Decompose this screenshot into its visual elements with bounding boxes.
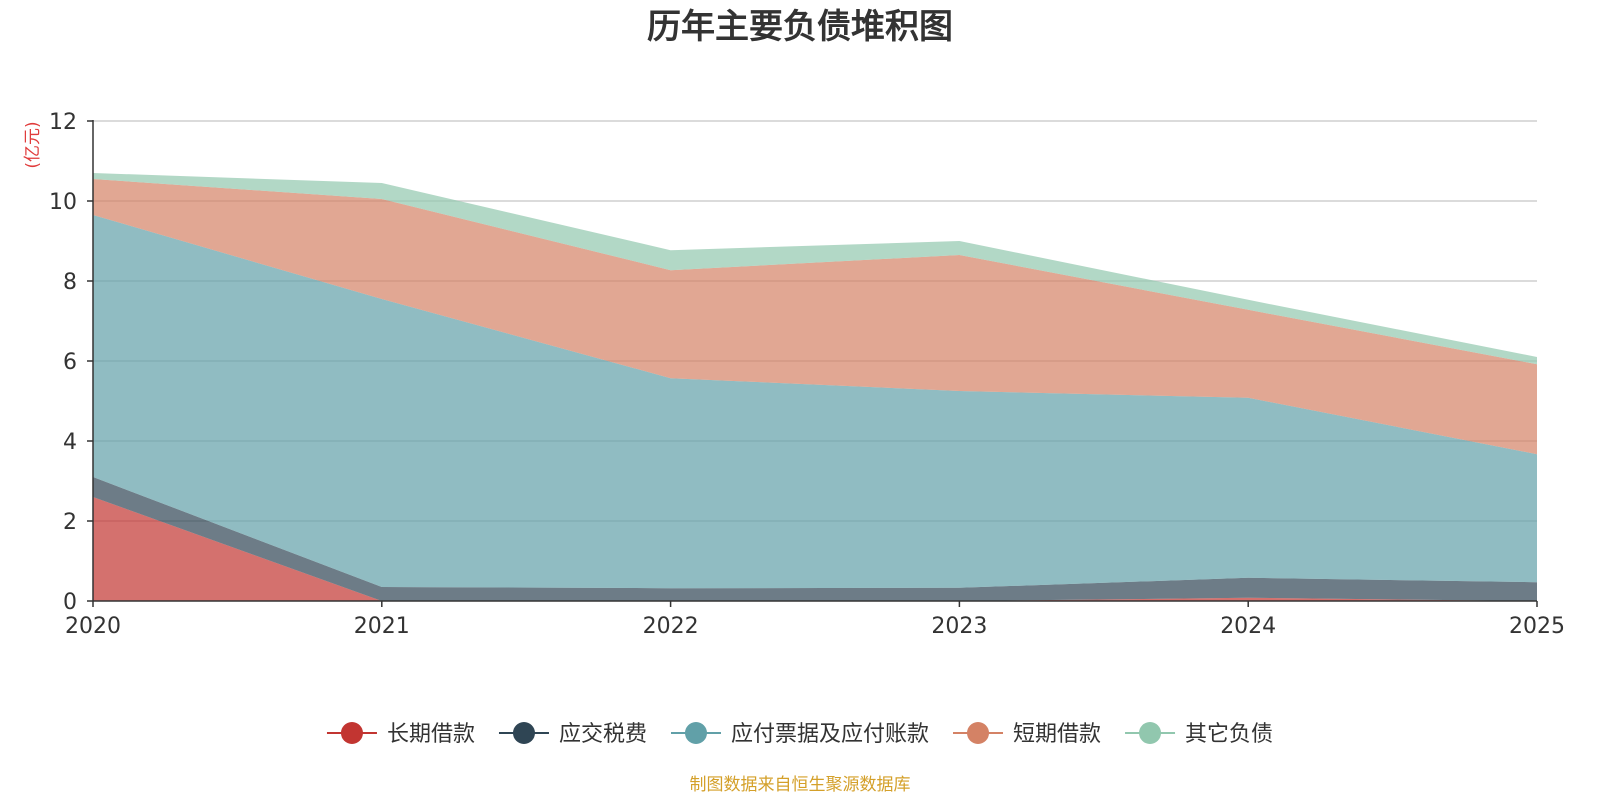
chart-title: 历年主要负债堆积图	[647, 7, 953, 47]
x-tick-label: 2021	[354, 614, 410, 639]
y-tick-label: 12	[49, 110, 77, 135]
area-series-4	[93, 179, 1537, 455]
legend-label: 短期借款	[1013, 722, 1101, 747]
legend-label: 应付票据及应付账款	[731, 722, 929, 747]
y-tick-label: 8	[63, 270, 77, 295]
legend-circle-marker	[340, 722, 363, 744]
legend: 长期借款 应交税费 应付票据及应付账款 短期借款 其它负债	[326, 722, 1273, 747]
area-series-2	[93, 477, 1537, 601]
legend-item[interactable]: 应交税费	[498, 722, 647, 747]
legend-label: 长期借款	[387, 722, 475, 747]
data-source-note: 制图数据来自恒生聚源数据库	[690, 775, 911, 795]
legend-item[interactable]: 应付票据及应付账款	[670, 722, 929, 747]
x-tick-label: 2023	[931, 614, 987, 639]
legend-circle-marker	[967, 722, 990, 744]
x-tick-label: 2025	[1509, 614, 1565, 639]
x-tick-label: 2024	[1220, 614, 1276, 639]
legend-label: 应交税费	[559, 722, 647, 747]
y-tick-label: 4	[63, 430, 77, 455]
area-series-1	[93, 497, 1537, 601]
area-series	[93, 173, 1537, 601]
legend-item[interactable]: 短期借款	[953, 722, 1101, 747]
legend-item[interactable]: 其它负债	[1125, 722, 1273, 747]
legend-circle-marker	[684, 722, 707, 744]
legend-label: 其它负债	[1185, 722, 1273, 747]
x-tick-label: 2020	[65, 614, 121, 639]
y-tick-label: 6	[63, 350, 77, 375]
y-tick-label: 0	[63, 590, 77, 615]
area-series-3	[93, 215, 1537, 589]
y-tick-label: 2	[63, 510, 77, 535]
legend-circle-marker	[512, 722, 535, 744]
legend-circle-marker	[1139, 722, 1162, 744]
legend-item[interactable]: 长期借款	[326, 722, 475, 747]
axes: 2020 2021 2022 2023 2024 2025	[65, 120, 1565, 639]
y-tick-label: 10	[49, 190, 77, 215]
x-tick-label: 2022	[643, 614, 699, 639]
y-axis-unit-label: (亿元)	[23, 121, 43, 168]
